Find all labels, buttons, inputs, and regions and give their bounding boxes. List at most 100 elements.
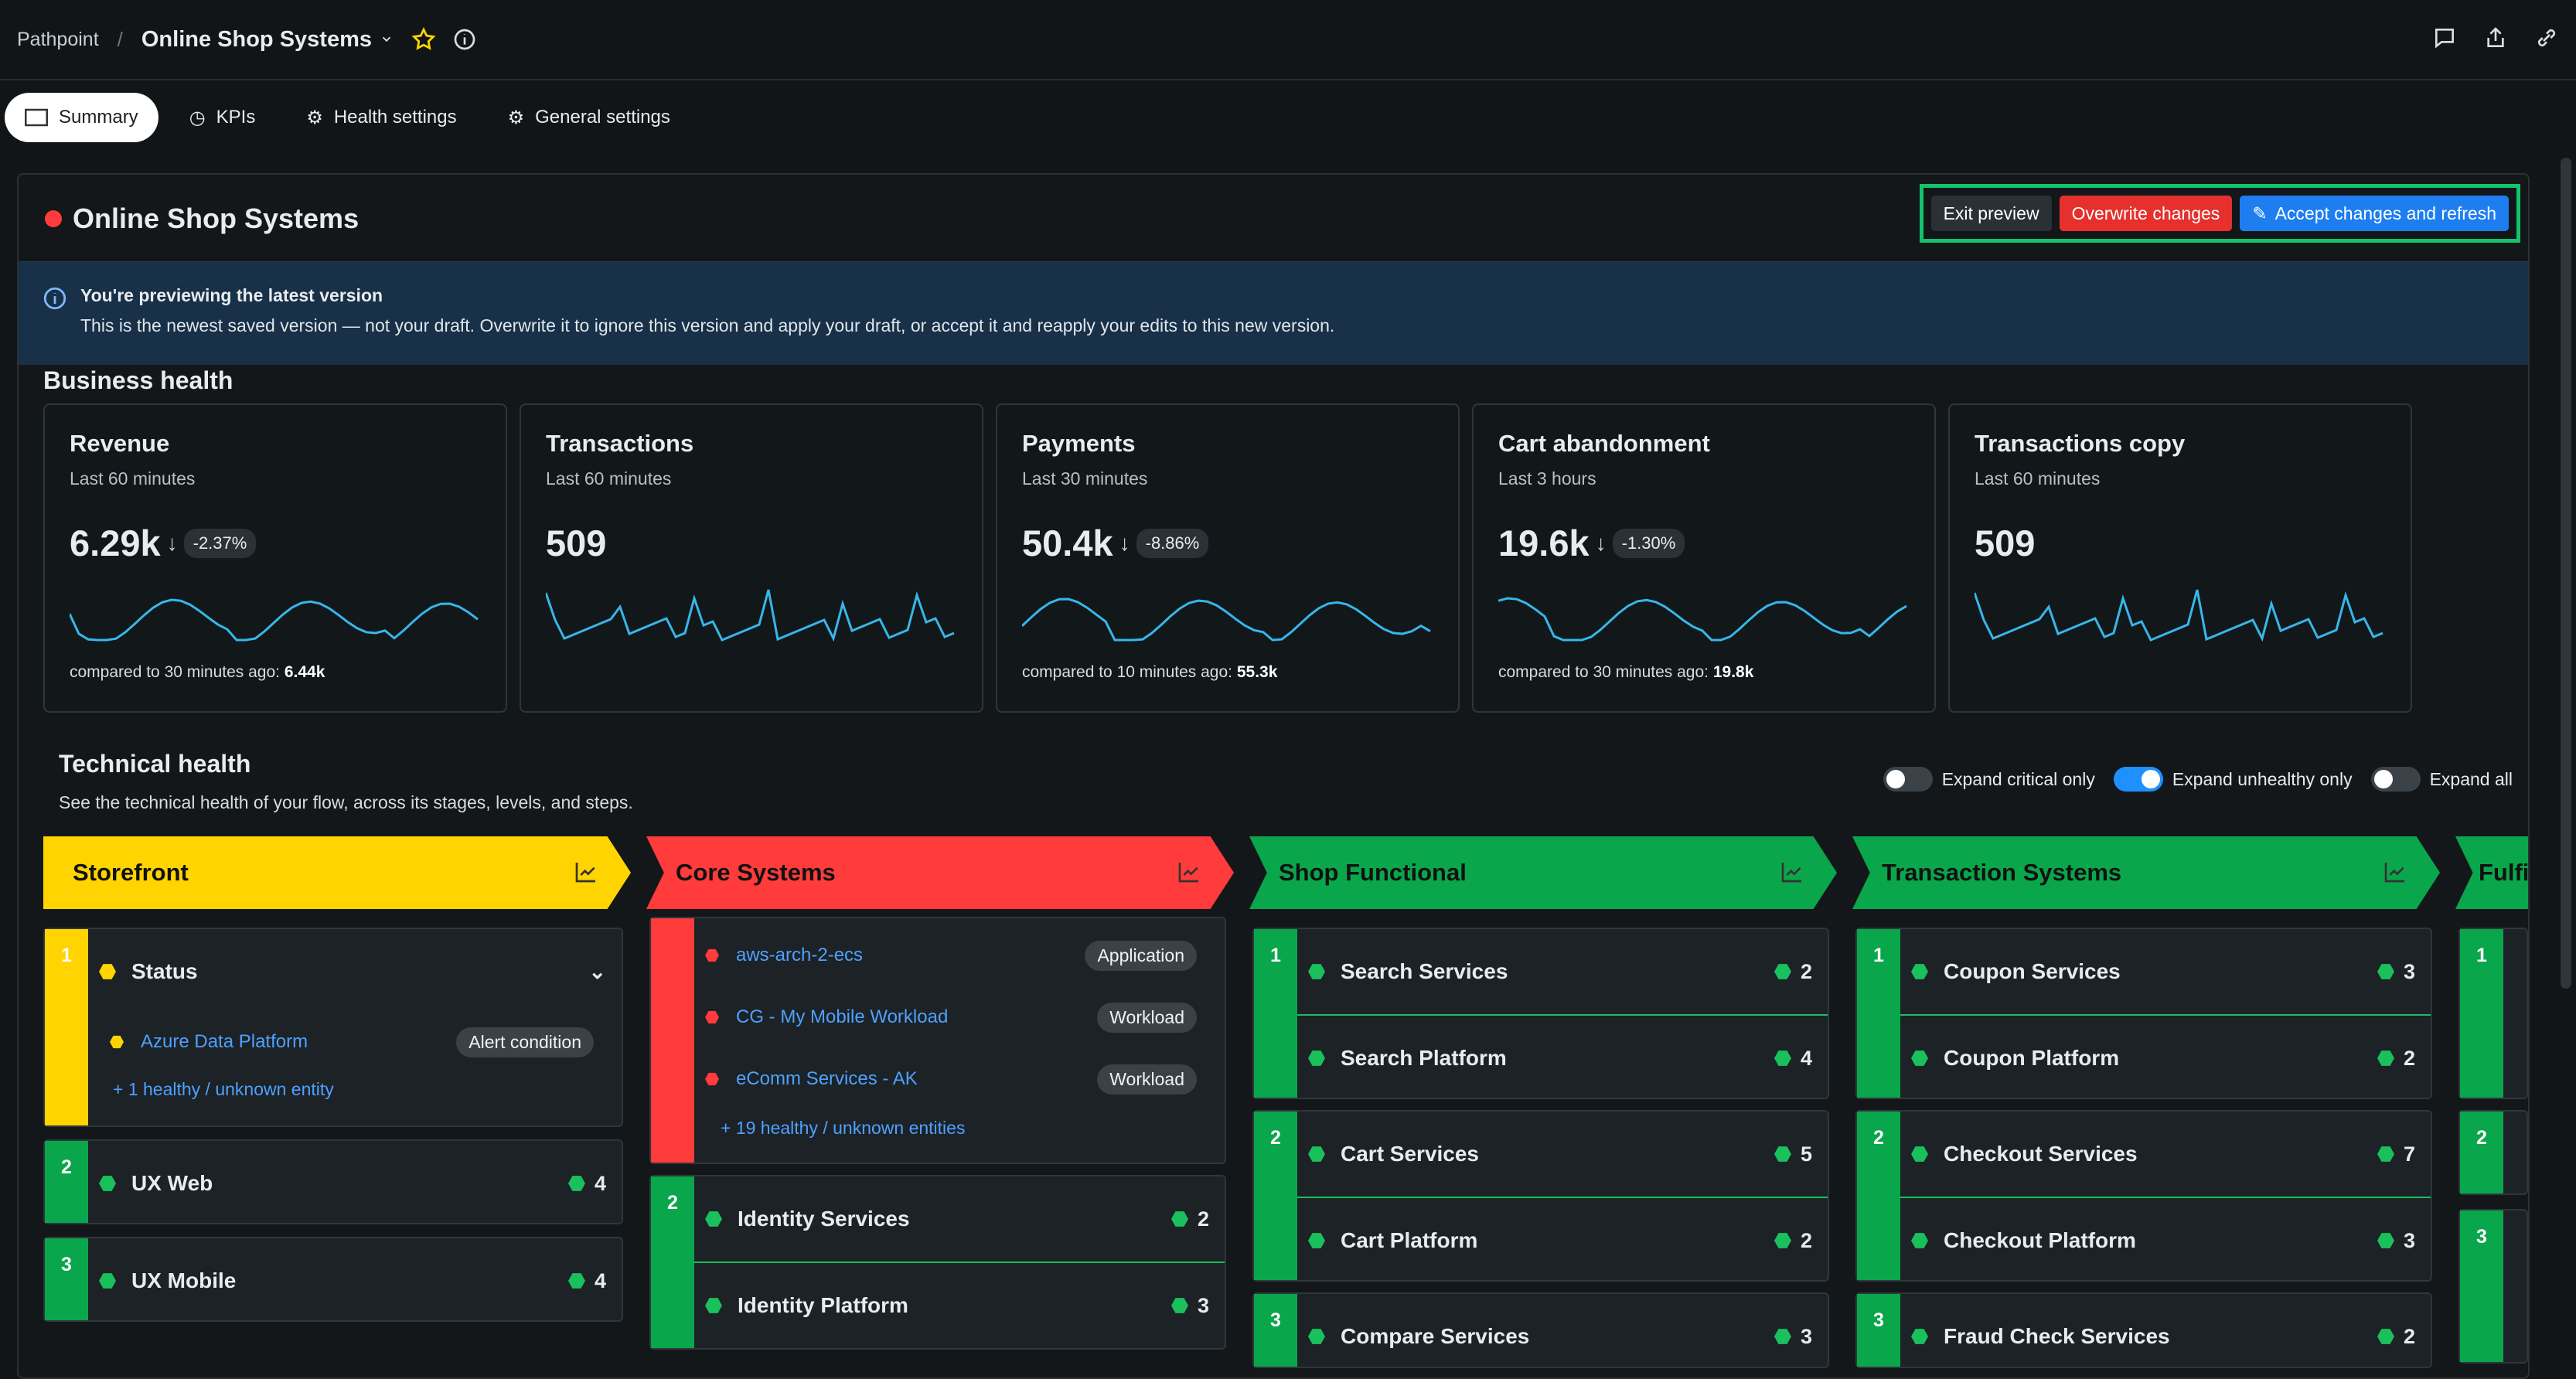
status-hex-icon	[1911, 1233, 1928, 1248]
chevron-down-icon[interactable]	[380, 32, 394, 46]
chart-icon[interactable]	[1177, 860, 1201, 884]
step-row[interactable]: Cart Platform 2	[1308, 1214, 1812, 1268]
step-count: 4	[594, 1171, 606, 1195]
kpi-card[interactable]: Transactions Last 60 minutes 509	[520, 403, 983, 713]
status-step[interactable]: Status ⌄	[99, 945, 606, 999]
kpi-compare: compared to 30 minutes ago: 19.8k	[1498, 663, 1753, 682]
kpi-card[interactable]: Cart abandonment Last 3 hours 19.6k ↓ -1.…	[1472, 403, 1936, 713]
tab-kpis[interactable]: ◷ KPIs	[169, 93, 276, 142]
step-row[interactable]: UX Mobile 4	[99, 1254, 606, 1308]
step-row[interactable]: Fraud Check Services 2	[1911, 1309, 2415, 1364]
expand-all-toggle[interactable]	[2370, 767, 2421, 792]
status-hex-icon	[1170, 1211, 1188, 1227]
status-hex-icon	[1911, 1146, 1928, 1162]
entity-link[interactable]: eComm Services - AK	[736, 1068, 918, 1089]
status-hex-icon	[705, 948, 719, 962]
level-number: 3	[1254, 1294, 1297, 1367]
kpi-change-badge: -2.37%	[183, 528, 257, 558]
accept-label: Accept changes and refresh	[2274, 203, 2496, 223]
kpi-compare-value: 19.8k	[1712, 663, 1754, 681]
step-row[interactable]: Identity Platform 3	[705, 1279, 1209, 1333]
entity-link[interactable]: CG - My Mobile Workload	[736, 1006, 949, 1027]
step-row[interactable]: Coupon Services 3	[1911, 945, 2415, 999]
step-row[interactable]: Coupon Platform 2	[1911, 1031, 2415, 1085]
status-hex-icon	[2377, 1050, 2394, 1066]
entity-link[interactable]: Azure Data Platform	[141, 1031, 308, 1052]
entity-row[interactable]: eComm Services - AK Workload	[705, 1057, 1197, 1101]
step-row[interactable]: UX Web 4	[99, 1156, 606, 1210]
comment-icon[interactable]	[2432, 26, 2457, 54]
accept-changes-button[interactable]: ✎ Accept changes and refresh	[2240, 196, 2509, 231]
kpi-name: Transactions copy	[1975, 430, 2186, 457]
chevron-down-icon[interactable]: ⌄	[588, 959, 606, 983]
step-name: Cart Services	[1341, 1142, 1480, 1166]
step-row[interactable]: Compare Services 3	[1308, 1309, 1812, 1364]
kpi-value-row: 6.29k ↓ -2.37%	[70, 522, 481, 564]
technical-health-subtitle: See the technical health of your flow, a…	[59, 792, 633, 812]
divider	[1900, 1014, 2431, 1016]
expand-unhealthy-toggle[interactable]	[2113, 767, 2163, 792]
entity-type-tag: Workload	[1097, 1002, 1197, 1033]
storefront-level-3[interactable]: 3 UX Mobile 4	[43, 1237, 623, 1322]
stage-core-systems[interactable]: Core Systems	[646, 836, 1234, 909]
stage-title: Shop Functional	[1279, 859, 1467, 886]
tab-health-settings[interactable]: ⚙ Health settings	[286, 93, 476, 142]
scrollbar[interactable]	[2561, 158, 2571, 989]
stage-title: Core Systems	[676, 859, 836, 886]
flow-header: Online Shop Systems	[45, 203, 359, 235]
step-row[interactable]: Cart Services 5	[1308, 1127, 1812, 1181]
star-icon[interactable]	[411, 26, 437, 53]
step-row[interactable]: Checkout Platform 3	[1911, 1214, 2415, 1268]
stage-title: Storefront	[73, 859, 189, 886]
status-dot	[45, 210, 62, 227]
more-entities-link[interactable]: + 19 healthy / unknown entities	[721, 1118, 966, 1138]
step-name: Checkout Services	[1944, 1142, 2138, 1166]
kpi-cards: Revenue Last 60 minutes 6.29k ↓ -2.37% co…	[43, 403, 2412, 713]
expand-critical-toggle[interactable]	[1883, 767, 1933, 792]
step-row[interactable]: Search Services 2	[1308, 945, 1812, 999]
step-name: Coupon Services	[1944, 959, 2121, 983]
stage-shop-functional[interactable]: Shop Functional	[1249, 836, 1837, 909]
step-count: 4	[1800, 1046, 1812, 1070]
kpi-card[interactable]: Transactions copy Last 60 minutes 509	[1948, 403, 2412, 713]
kpi-card[interactable]: Revenue Last 60 minutes 6.29k ↓ -2.37% co…	[43, 403, 507, 713]
fulfill-level-3: 3	[2458, 1209, 2528, 1364]
stage-storefront[interactable]: Storefront	[43, 836, 631, 909]
summary-icon	[25, 108, 48, 127]
link-icon[interactable]	[2534, 26, 2559, 54]
alert-tag: Alert condition	[456, 1027, 594, 1057]
entity-row[interactable]: aws-arch-2-ecs Application	[705, 934, 1197, 977]
entity-link[interactable]: aws-arch-2-ecs	[736, 945, 864, 965]
txn-level-3: 3 Fraud Check Services 2	[1855, 1292, 2432, 1368]
tab-general-settings[interactable]: ⚙ General settings	[488, 93, 690, 142]
tab-summary[interactable]: Summary	[5, 93, 158, 142]
share-icon[interactable]	[2483, 26, 2508, 54]
status-hex-icon	[1774, 1329, 1791, 1344]
step-row[interactable]: Checkout Services 7	[1911, 1127, 2415, 1181]
step-count: 3	[1197, 1293, 1209, 1317]
step-name: UX Mobile	[131, 1268, 237, 1292]
step-row[interactable]: Identity Services 2	[705, 1192, 1209, 1246]
entity-row[interactable]: CG - My Mobile Workload Workload	[705, 996, 1197, 1039]
chart-icon[interactable]	[1780, 860, 1804, 884]
step-row[interactable]: Search Platform 4	[1308, 1031, 1812, 1085]
more-entities-link[interactable]: + 1 healthy / unknown entity	[113, 1079, 334, 1099]
exit-preview-button[interactable]: Exit preview	[1930, 196, 2052, 231]
chart-icon[interactable]	[574, 860, 598, 884]
page-title[interactable]: Online Shop Systems	[141, 26, 373, 52]
storefront-level-1: 1 Status ⌄ Azure Data Platform Alert condi…	[43, 928, 623, 1127]
info-icon[interactable]	[452, 27, 477, 52]
overwrite-changes-button[interactable]: Overwrite changes	[2059, 196, 2233, 231]
expand-all-label: Expand all	[2429, 768, 2513, 789]
level-number: 1	[45, 929, 88, 1125]
status-hex-icon	[705, 1211, 722, 1227]
stage-transaction-systems[interactable]: Transaction Systems	[1852, 836, 2440, 909]
top-bar: Pathpoint / Online Shop Systems	[0, 0, 2576, 80]
kpi-name: Revenue	[70, 430, 170, 457]
step-count: 2	[1800, 1228, 1812, 1252]
storefront-level-2[interactable]: 2 UX Web 4	[43, 1139, 623, 1224]
breadcrumb-root[interactable]: Pathpoint	[17, 28, 99, 50]
entity-row[interactable]: Azure Data Platform Alert condition	[110, 1020, 594, 1064]
kpi-card[interactable]: Payments Last 30 minutes 50.4k ↓ -8.86% c…	[996, 403, 1460, 713]
chart-icon[interactable]	[2383, 860, 2407, 884]
